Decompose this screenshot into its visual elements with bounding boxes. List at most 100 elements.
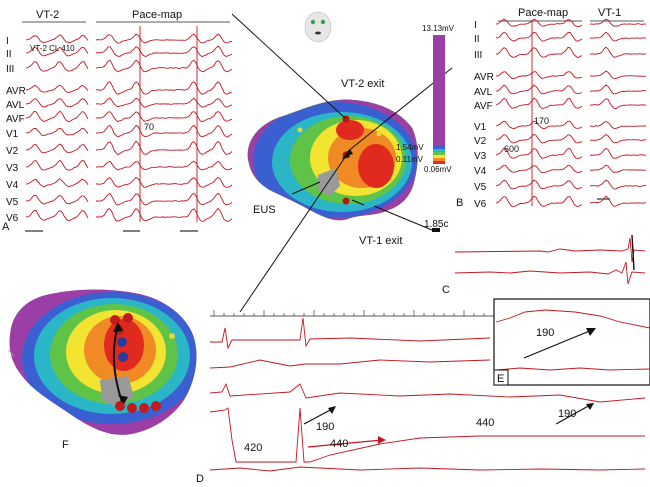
orientation-head-icon	[304, 11, 332, 43]
panel-a-pacemap-trace	[95, 140, 233, 156]
panel-b-lead-label: V4	[474, 166, 487, 177]
panel-b-vt1-trace	[589, 84, 647, 95]
map-time-label: 1.85c	[424, 219, 448, 230]
panel-d-annotation-420: 420	[244, 442, 262, 454]
scale-min-label: 0.06mV	[424, 165, 452, 174]
panel-b-annotation-170: 170	[534, 116, 549, 126]
panel-b-pacemap-trace	[495, 164, 583, 174]
panel-a-lead-label: V6	[6, 213, 19, 224]
panel-f: F	[7, 289, 197, 451]
panel-a-vt2-trace	[25, 84, 89, 93]
panel-a-lead-label: III	[6, 64, 14, 75]
panel-a-letter: A	[2, 221, 10, 233]
panel-a-pacemap-trace	[95, 111, 233, 123]
panel-b-header-pacemap: Pace-map	[518, 7, 568, 19]
panel-b-pacemap-trace	[495, 97, 583, 109]
panel-b-vt1-trace	[589, 31, 647, 42]
panel-a-header-vt2: VT-2	[36, 9, 59, 21]
scale-max-label: 13.13mV	[422, 24, 455, 33]
panel-b-lead-label: V6	[474, 199, 487, 210]
panel-b-pacemap-trace	[495, 31, 583, 42]
panel-a-vt2-trace	[25, 98, 89, 108]
voltage-color-scale: 13.13mV 1.54mV 0.11mV 0.06mV	[396, 24, 455, 174]
panel-b-annotation-600: 600	[504, 144, 519, 154]
panel-b-lead-label: AVL	[474, 87, 493, 98]
panel-a-vt2-trace	[25, 178, 89, 188]
panel-c: C	[442, 234, 646, 296]
panel-a-header-pacemap: Pace-map	[132, 9, 182, 21]
scale-low-label: 0.11mV	[396, 155, 424, 164]
panel-b-pacemap-trace	[495, 71, 583, 80]
panel-b-lead-label: AVF	[474, 101, 493, 112]
panel-f-letter: F	[62, 439, 69, 451]
panel-a-pacemap-trace	[95, 124, 233, 138]
panel-a-pacemap-trace	[95, 97, 233, 108]
panel-a-pacemap-trace	[96, 207, 233, 222]
panel-a-vt2-trace	[25, 46, 89, 57]
panel-d-letter: D	[196, 473, 204, 485]
panel-a-vt2-trace	[25, 34, 89, 44]
panel-b-lead-label: V1	[474, 122, 487, 133]
center-voltage-map: VT-2 exit VT-1 exit EUS 1.85c 13.13mV 1.…	[231, 11, 455, 313]
panel-b-lead-label: I	[474, 20, 477, 31]
panel-b-letter: B	[456, 197, 463, 209]
panel-a-pacemap-trace	[95, 59, 233, 73]
scale-mid-label: 1.54mV	[396, 143, 424, 152]
vt2-exit-label: VT-2 exit	[341, 78, 384, 90]
panel-b-pacemap-trace	[495, 195, 583, 208]
panel-a-vt2-trace	[25, 143, 89, 154]
panel-a-vt2-trace	[25, 127, 89, 136]
panel-b-vt1-trace	[589, 18, 647, 27]
panel-b-vt1-trace	[589, 133, 647, 144]
panel-b-vt1-trace	[589, 98, 647, 110]
panel-a-vt2-trace	[25, 209, 89, 221]
panel-a-lead-label: V1	[6, 129, 19, 140]
panel-e-inset: 190 E	[493, 298, 650, 386]
panel-a-lead-label: II	[6, 49, 12, 60]
panel-b-header-vt1: VT-1	[598, 7, 621, 19]
panel-b-ecg-traces	[495, 18, 647, 208]
panel-b-vt1-trace	[589, 179, 646, 190]
panel-d-annotation-440-a: 440	[330, 438, 348, 450]
panel-b-vt1-trace	[589, 70, 647, 79]
panel-a-lead-label: V4	[6, 180, 19, 191]
panel-a-vt2-trace	[25, 194, 89, 205]
panel-b-lead-label: V3	[474, 151, 487, 162]
panel-b-vt1-trace	[589, 120, 647, 129]
panel-d-annotation-190-b: 190	[558, 408, 576, 420]
panel-a-vt2-trace	[25, 159, 89, 171]
panel-a-pacemap-trace	[95, 160, 233, 171]
panel-b-pacemap-trace	[495, 147, 583, 159]
panel-d: 420 440 190 440 190 D	[196, 310, 646, 485]
panel-a-pacemap-trace	[95, 45, 233, 58]
panel-b-lead-label: V2	[474, 136, 487, 147]
panel-b-vt1-trace	[589, 147, 646, 159]
panel-d-annotation-440-b: 440	[476, 417, 494, 429]
panel-a-subtitle: VT-2 CL 410	[30, 44, 75, 53]
vt1-exit-label: VT-1 exit	[359, 235, 402, 247]
panel-b-vt1-trace	[589, 164, 647, 173]
panel-a-vt2-trace	[25, 61, 89, 72]
panel-e-annotation-190: 190	[536, 327, 554, 339]
panel-b-pacemap-trace	[495, 46, 583, 59]
panel-b-vt1-trace	[589, 195, 647, 207]
panel-a-annotation-70: 70	[144, 122, 154, 132]
panel-b-pacemap-trace	[495, 133, 583, 144]
panel-b-lead-label: AVR	[474, 72, 494, 83]
panel-b-pacemap-trace	[495, 120, 583, 130]
panel-a-lead-label: AVL	[6, 100, 25, 111]
panel-a-lead-label: AVF	[6, 114, 25, 125]
panel-a-lead-label: I	[6, 36, 9, 47]
panel-b: Pace-map VT-1 IIIIIIAVRAVLAVFV1V2V3V4V5V…	[456, 7, 647, 210]
panel-a-ecg-traces	[25, 26, 233, 222]
panel-a-lead-label: V3	[6, 163, 19, 174]
panel-c-letter: C	[442, 284, 450, 296]
panel-b-pacemap-trace	[495, 179, 583, 190]
panel-b-pacemap-trace	[495, 18, 583, 28]
panel-a-lead-label: AVR	[6, 86, 26, 97]
eus-label: EUS	[253, 204, 276, 216]
panel-b-vt1-trace	[589, 46, 647, 58]
panel-a-pacemap-trace	[95, 192, 233, 206]
